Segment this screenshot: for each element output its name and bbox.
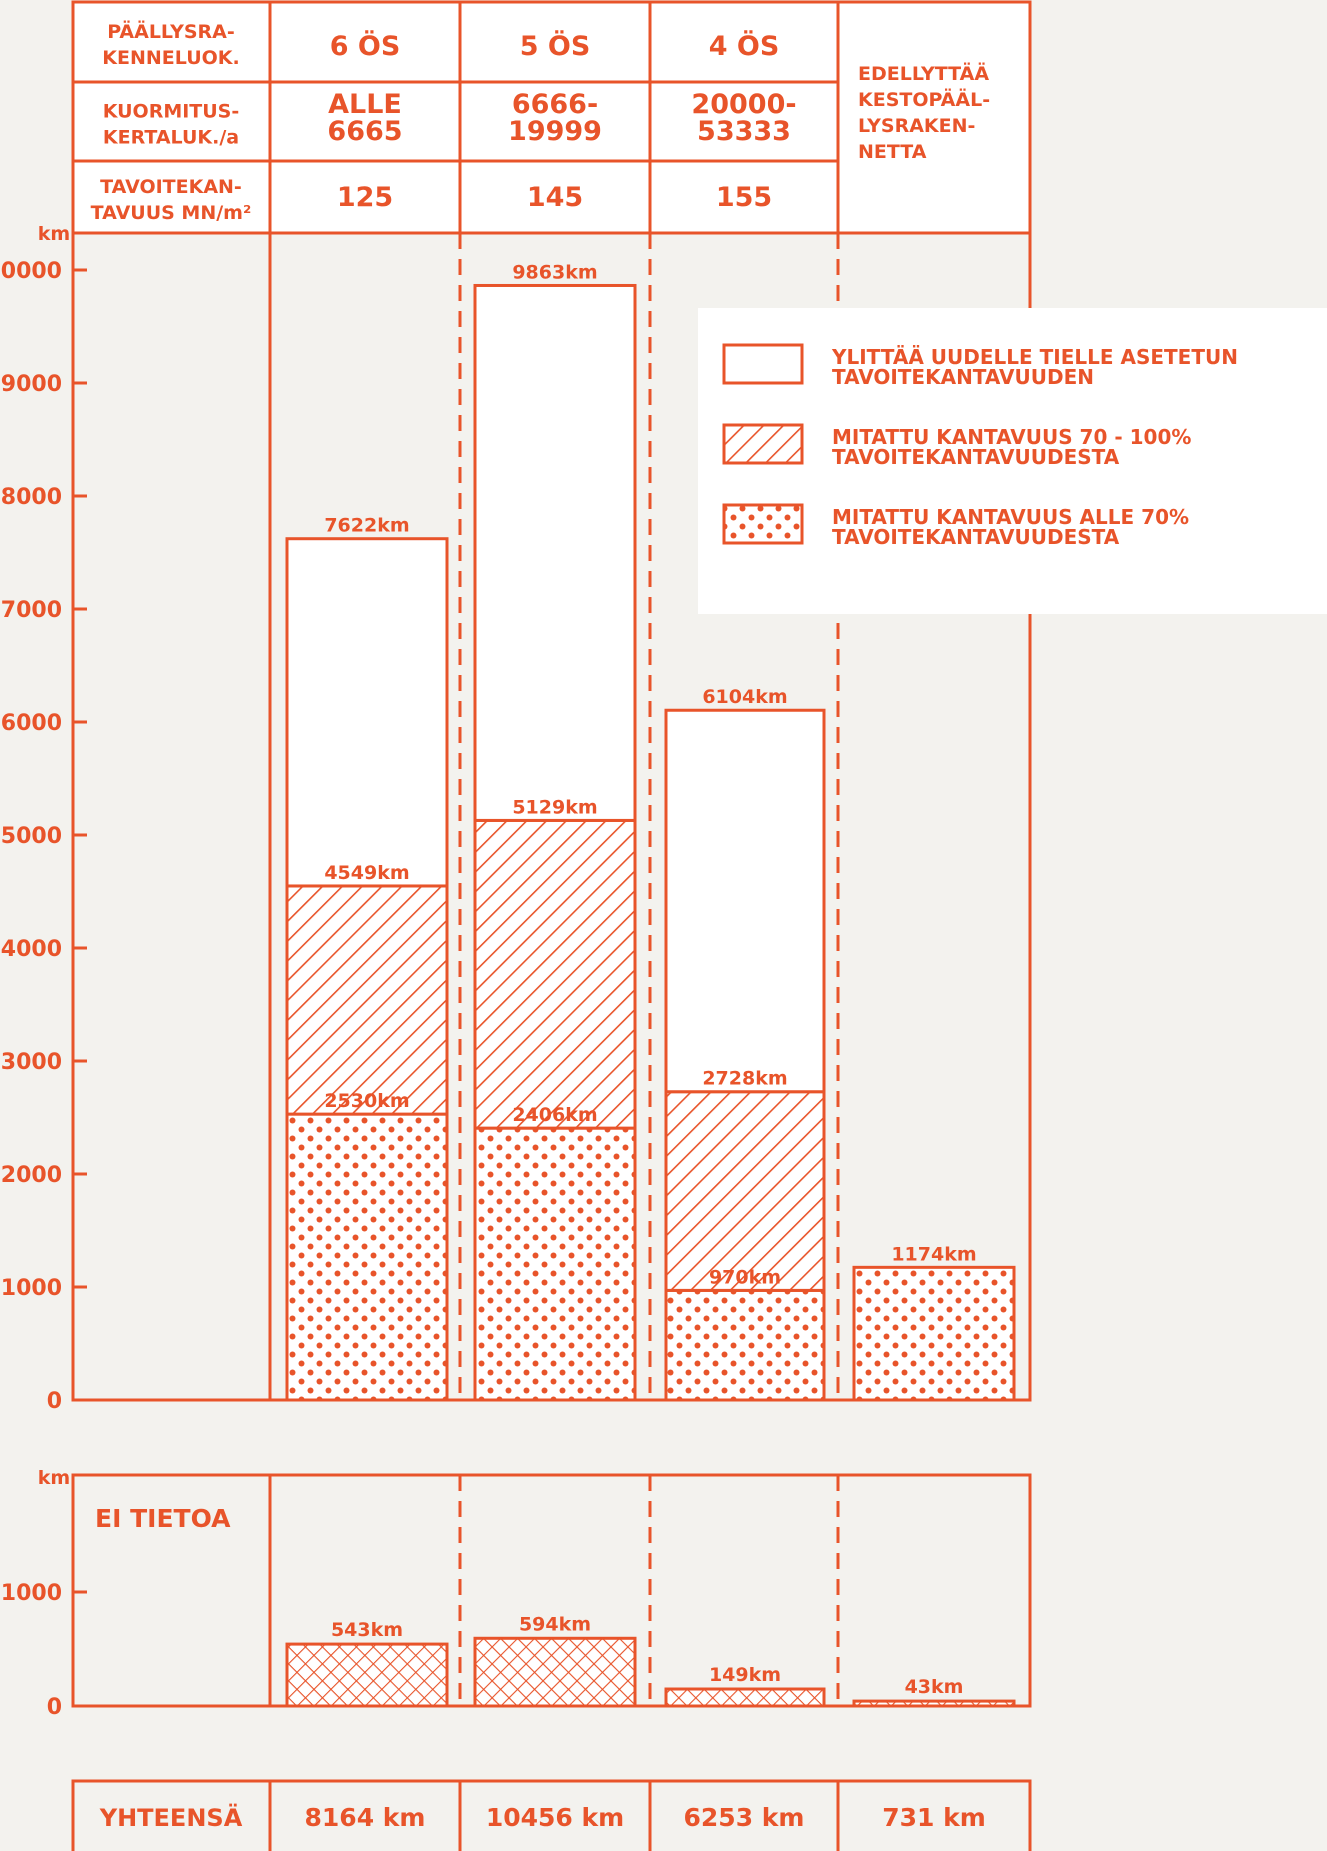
main-ytick-label-10000: 10000 [0,259,62,284]
nodata-y-unit: km [38,1467,70,1489]
main-ytick-label-0: 0 [47,1389,62,1414]
main-ytick-label-4000: 4000 [1,937,62,962]
bar-segment-2-white [664,708,826,1094]
nodata-bar-0 [285,1642,449,1708]
main-ytick-label-8000: 8000 [1,485,62,510]
totals-value-1: 10456 km [486,1803,624,1832]
header-load-2-1: 53333 [697,116,791,147]
main-y-unit: km [38,223,70,245]
header-class-2: 4 ÖS [709,29,780,62]
bar-value-label-1-1: 5129km [512,796,597,818]
bar-segment-1-hatch [473,818,637,1130]
bar-value-label-3-0: 1174km [891,1243,976,1265]
header-lastcol-2: LYSRAKEN- [858,115,975,137]
bar-value-label-2-1: 2728km [702,1068,787,1090]
totals-label: YHTEENSÄ [99,1803,243,1832]
bar-segment-0-white [285,537,449,888]
header-row-label-1-1: KERTALUK./a [103,127,239,149]
header-load-1-0: 6666- [512,89,598,120]
header-target-1: 145 [527,182,583,213]
main-ytick-label-5000: 5000 [1,824,62,849]
nodata-bar-label-2: 149km [709,1664,781,1686]
header-class-1: 5 ÖS [520,29,591,62]
main-ytick-label-2000: 2000 [1,1163,62,1188]
header-row-label-2-1: TAVUUS MN/m² [91,202,252,224]
bar-value-label-1-2: 9863km [512,261,597,283]
bar-segment-2-dots [664,1288,826,1402]
bar-segment-0-hatch [285,884,449,1116]
nodata-ytick-label-1000: 1000 [1,1581,62,1606]
nodata-bar-label-1: 594km [519,1613,591,1635]
legend-text-1-1: TAVOITEKANTAVUUDESTA [832,445,1120,469]
bar-segment-3-dots [852,1265,1016,1402]
header-load-0-0: ALLE [328,89,402,120]
header-row-label-2-0: TAVOITEKAN- [100,176,242,198]
header-target-0: 125 [337,182,393,213]
header-load-0-1: 6665 [327,116,402,147]
legend-text-2-0: MITATTU KANTAVUUS ALLE 70% [832,505,1189,529]
header-table [71,0,1032,235]
header-load-2-0: 20000- [691,89,796,120]
main-ytick-label-9000: 9000 [1,372,62,397]
legend-swatch-dots [722,503,804,545]
legend-text-1-0: MITATTU KANTAVUUS 70 - 100% [832,425,1191,449]
bar-value-label-1-0: 2406km [512,1104,597,1126]
main-ytick-label-1000: 1000 [1,1276,62,1301]
bar-value-label-2-0: 970km [709,1266,781,1288]
header-row-label-0-0: PÄÄLLYSRA- [107,19,235,43]
header-row-label-0-1: KENNELUOK. [102,47,239,69]
nodata-ytick-label-0: 0 [47,1695,62,1720]
legend-swatch-white [722,343,804,385]
nodata-bar-label-3: 43km [905,1676,964,1698]
bar-value-label-2-2: 6104km [702,686,787,708]
legend-text-0-0: YLITTÄÄ UUDELLE TIELLE ASETETUN [831,345,1238,369]
header-lastcol-3: NETTA [858,141,927,163]
main-ytick-label-7000: 7000 [1,598,62,623]
bar-segment-1-dots [473,1126,637,1402]
header-load-1-1: 19999 [508,116,602,147]
header-lastcol-1: KESTOPÄÄL- [858,87,990,111]
totals-value-2: 6253 km [684,1803,805,1832]
legend-text-0-1: TAVOITEKANTAVUUDEN [832,365,1094,389]
totals-table [71,1779,1032,1851]
header-lastcol-0: EDELLYTTÄÄ [858,61,989,85]
legend-text-2-1: TAVOITEKANTAVUUDESTA [832,525,1120,549]
nodata-bar-2 [664,1687,826,1708]
totals-value-0: 8164 km [305,1803,426,1832]
nodata-bar-label-0: 543km [331,1619,403,1641]
nodata-bar-1 [473,1636,637,1708]
bar-segment-2-hatch [664,1090,826,1292]
legend-swatch-hatch [722,423,804,465]
bar-segment-1-white [473,283,637,822]
header-class-0: 6 ÖS [330,29,401,62]
totals-value-3: 731 km [882,1803,986,1832]
bar-value-label-0-0: 2530km [324,1090,409,1112]
header-target-2: 155 [716,182,772,213]
nodata-bar-3 [852,1699,1016,1708]
main-ytick-label-3000: 3000 [1,1050,62,1075]
header-row-label-1-0: KUORMITUS- [103,101,240,123]
bar-value-label-0-1: 4549km [324,862,409,884]
main-ytick-label-6000: 6000 [1,711,62,736]
bar-value-label-0-2: 7622km [324,515,409,537]
nodata-title: EI TIETOA [95,1504,231,1533]
bar-segment-0-dots [285,1112,449,1402]
